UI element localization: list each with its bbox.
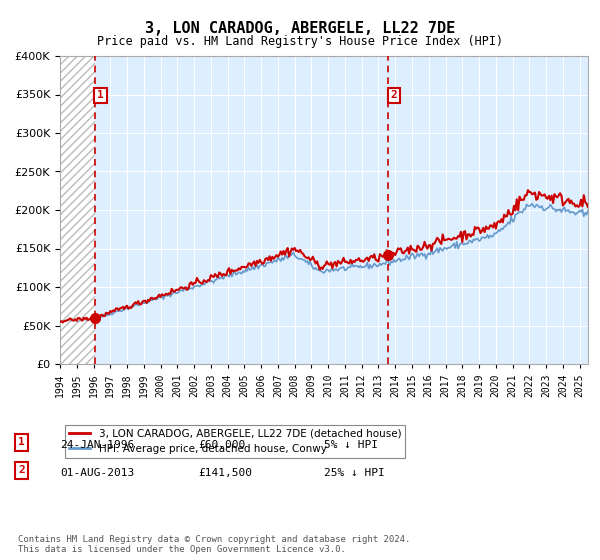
Text: 3, LON CARADOG, ABERGELE, LL22 7DE: 3, LON CARADOG, ABERGELE, LL22 7DE xyxy=(145,21,455,36)
Text: 1: 1 xyxy=(97,90,104,100)
Text: 24-JAN-1996: 24-JAN-1996 xyxy=(60,440,134,450)
Text: Contains HM Land Registry data © Crown copyright and database right 2024.
This d: Contains HM Land Registry data © Crown c… xyxy=(18,535,410,554)
Text: 5% ↓ HPI: 5% ↓ HPI xyxy=(324,440,378,450)
Text: £141,500: £141,500 xyxy=(198,468,252,478)
Text: 2: 2 xyxy=(18,465,25,475)
Text: Price paid vs. HM Land Registry's House Price Index (HPI): Price paid vs. HM Land Registry's House … xyxy=(97,35,503,48)
Text: 1: 1 xyxy=(18,437,25,447)
Legend: 3, LON CARADOG, ABERGELE, LL22 7DE (detached house), HPI: Average price, detache: 3, LON CARADOG, ABERGELE, LL22 7DE (deta… xyxy=(65,424,406,458)
Text: £60,000: £60,000 xyxy=(198,440,245,450)
Text: 25% ↓ HPI: 25% ↓ HPI xyxy=(324,468,385,478)
Text: 2: 2 xyxy=(391,90,397,100)
Bar xyxy=(60,56,95,364)
Text: 01-AUG-2013: 01-AUG-2013 xyxy=(60,468,134,478)
